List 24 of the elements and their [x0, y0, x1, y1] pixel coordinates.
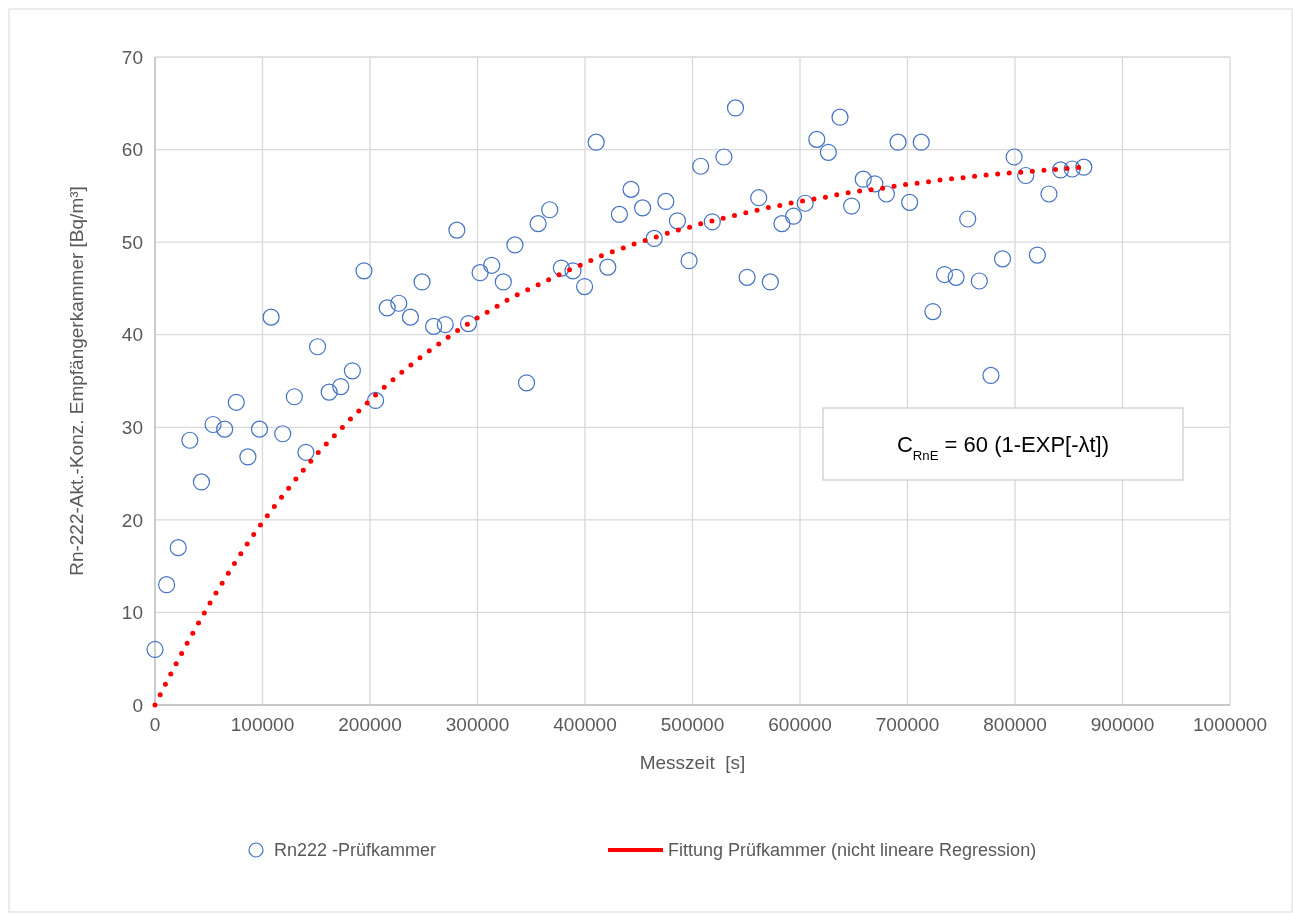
- y-tick-label: 20: [121, 509, 143, 531]
- x-tick-label: 400000: [553, 714, 617, 735]
- x-tick-label: 200000: [338, 714, 402, 735]
- y-tick-label: 10: [121, 602, 143, 624]
- x-tick-label: 900000: [1090, 714, 1155, 735]
- x-tick-label: 300000: [445, 714, 510, 735]
- y-tick-label: 60: [121, 139, 143, 161]
- x-tick-label: 1000000: [1193, 714, 1267, 735]
- annotation: C$_{RnE}$ = 60 (1-EXP[-λt]): [896, 432, 1110, 463]
- x-tick-label: 700000: [875, 714, 940, 735]
- y-tick-label: 70: [121, 46, 143, 68]
- y-tick-label: 40: [121, 324, 143, 346]
- x-tick-label: 600000: [768, 714, 832, 735]
- y-axis-title: Rn-222-Akt.-Konz. Empfängerkammer [Bq/m³]: [66, 186, 87, 576]
- x-axis-title: Messzeit [s]: [639, 752, 746, 773]
- x-tick-label: 0: [149, 714, 161, 735]
- x-tick-label: 100000: [230, 714, 295, 735]
- legend-label: Rn222 -Prüfkammer: [274, 840, 437, 861]
- y-tick-label: 30: [121, 416, 143, 438]
- y-tick-label: 50: [121, 231, 143, 253]
- x-tick-label: 500000: [660, 714, 725, 735]
- x-tick-label: 800000: [983, 714, 1047, 735]
- legend-label: Fittung Prüfkammer (nicht lineare Regression): [668, 840, 1037, 861]
- y-tick-label: 0: [132, 694, 143, 716]
